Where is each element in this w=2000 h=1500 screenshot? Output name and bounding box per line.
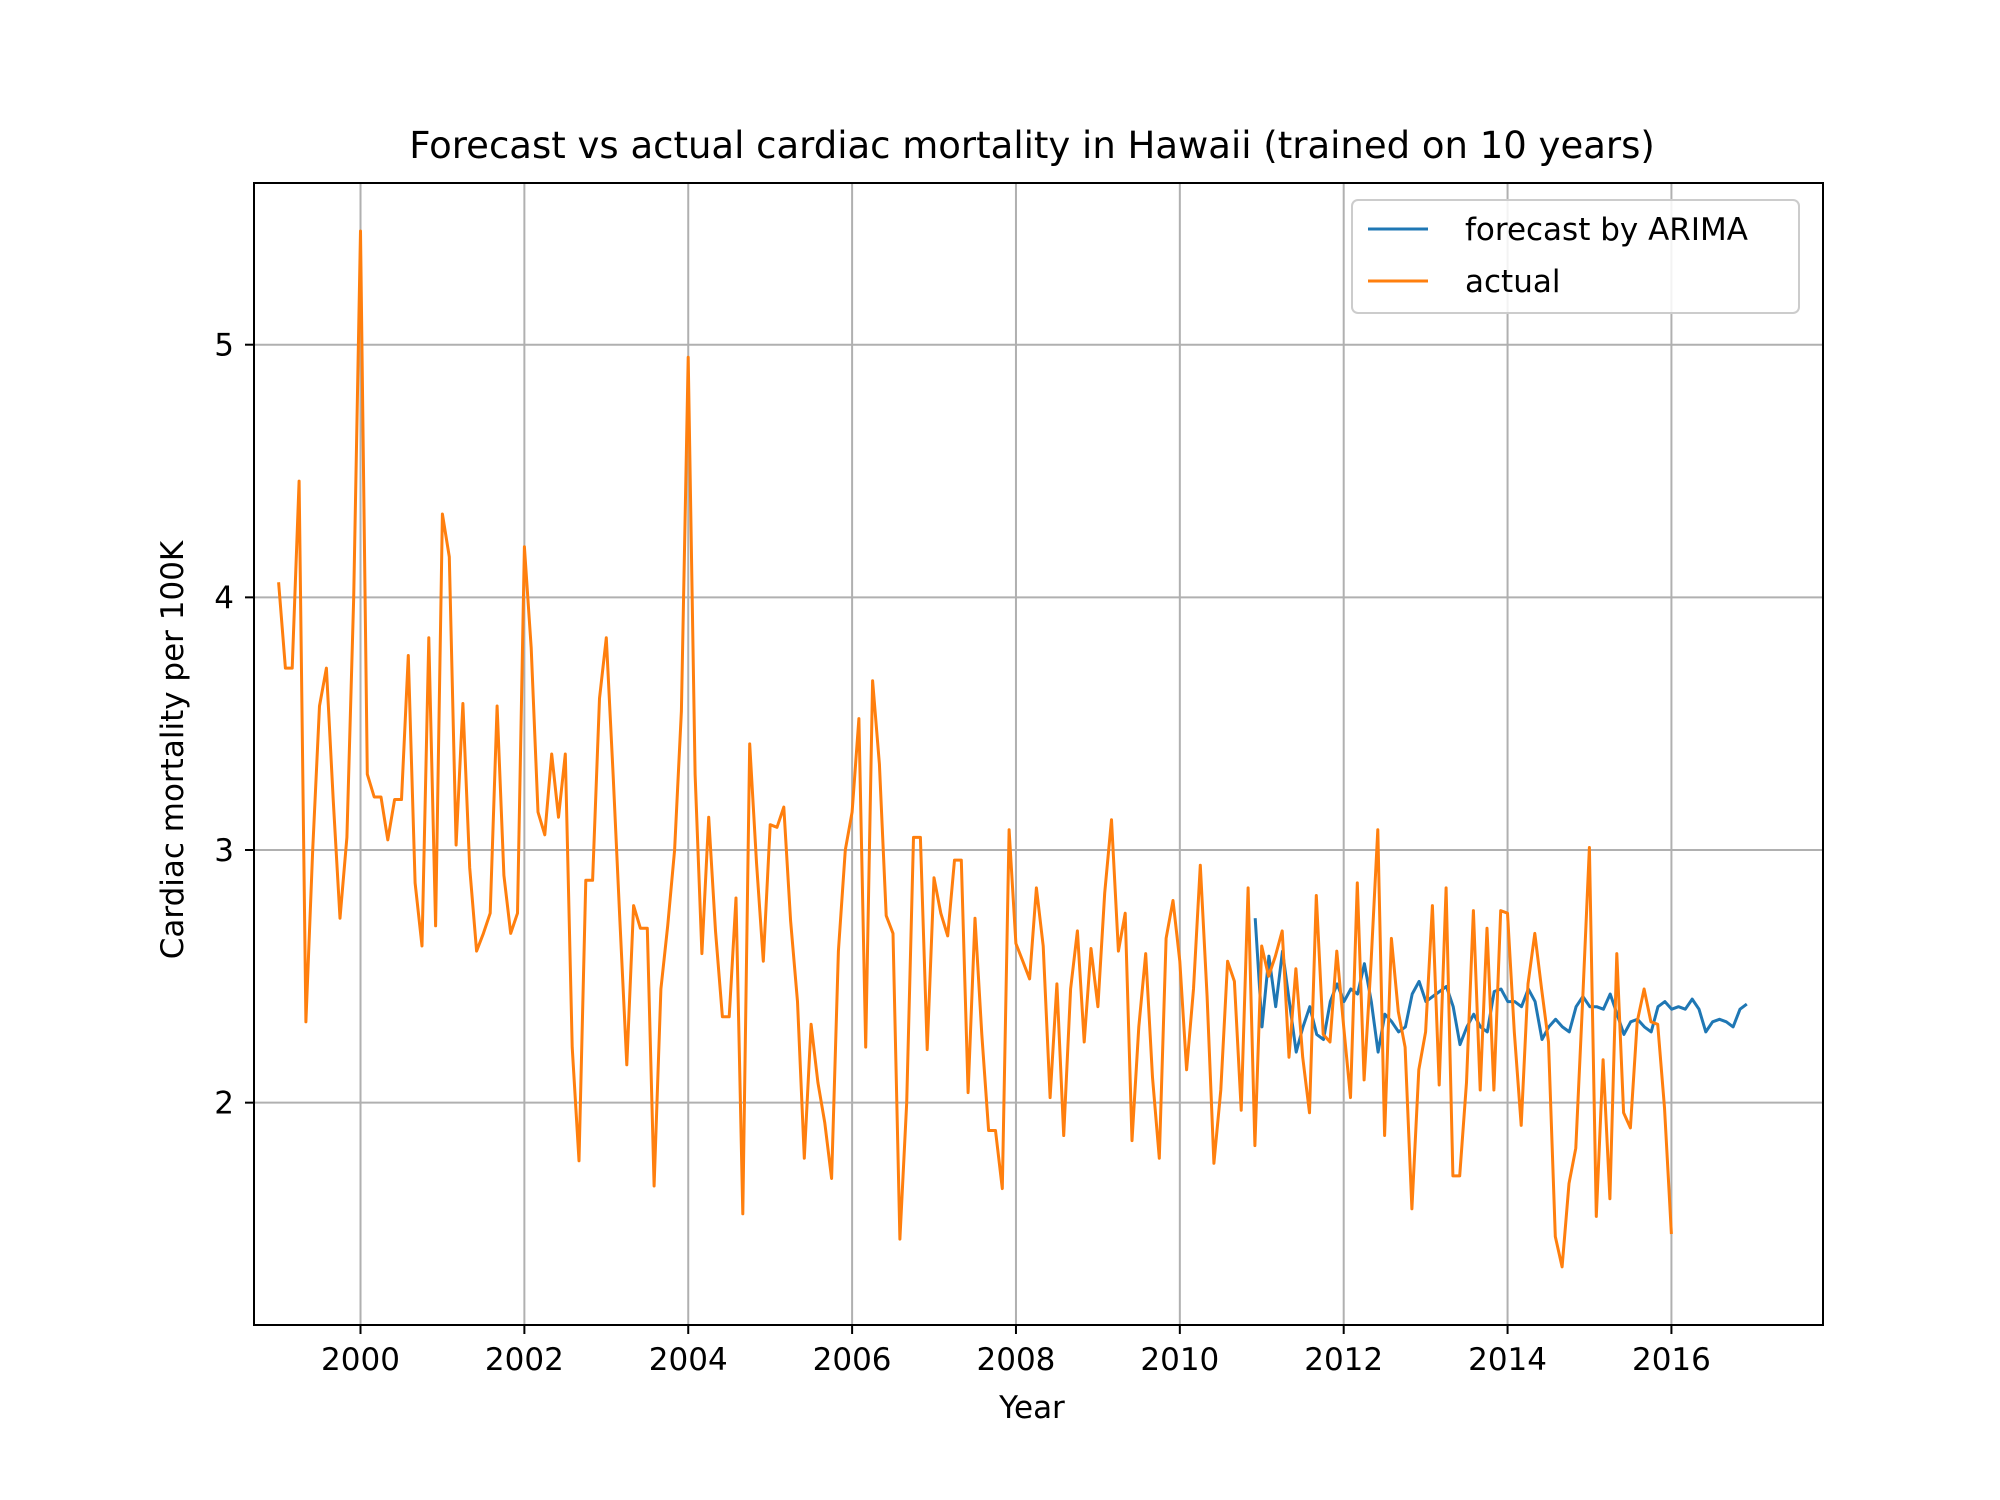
legend-box xyxy=(1351,199,1800,314)
x-tick-label: 2012 xyxy=(1304,1342,1383,1378)
series-lines xyxy=(277,229,1748,1269)
legend: forecast by ARIMA actual xyxy=(1351,199,1800,314)
x-tick-label: 2008 xyxy=(977,1342,1056,1378)
x-axis-ticks: 2000 2002 2004 2006 2008 2010 2012 2014 2016 xyxy=(321,1325,1711,1378)
chart-title: Forecast vs actual cardiac mortality in … xyxy=(409,124,1655,167)
y-tick-label: 4 xyxy=(214,580,234,616)
x-tick-label: 2000 xyxy=(321,1342,400,1378)
legend-label-actual: actual xyxy=(1465,264,1560,300)
y-tick-label: 5 xyxy=(214,328,234,364)
series-line-actual xyxy=(277,229,1673,1269)
y-tick-label: 3 xyxy=(214,833,234,869)
y-tick-label: 2 xyxy=(214,1086,234,1122)
x-tick-label: 2010 xyxy=(1140,1342,1219,1378)
x-tick-label: 2002 xyxy=(485,1342,564,1378)
x-axis-label: Year xyxy=(998,1390,1065,1426)
y-axis-label: Cardiac mortality per 100K xyxy=(155,540,191,959)
plot-frame xyxy=(253,182,1824,1326)
x-tick-label: 2016 xyxy=(1632,1342,1711,1378)
legend-label-forecast: forecast by ARIMA xyxy=(1465,212,1748,248)
x-tick-label: 2006 xyxy=(813,1342,892,1378)
y-axis-ticks: 2 3 4 5 xyxy=(214,328,254,1122)
x-tick-label: 2014 xyxy=(1468,1342,1547,1378)
x-tick-label: 2004 xyxy=(649,1342,728,1378)
series-line-forecast xyxy=(1253,918,1748,1054)
